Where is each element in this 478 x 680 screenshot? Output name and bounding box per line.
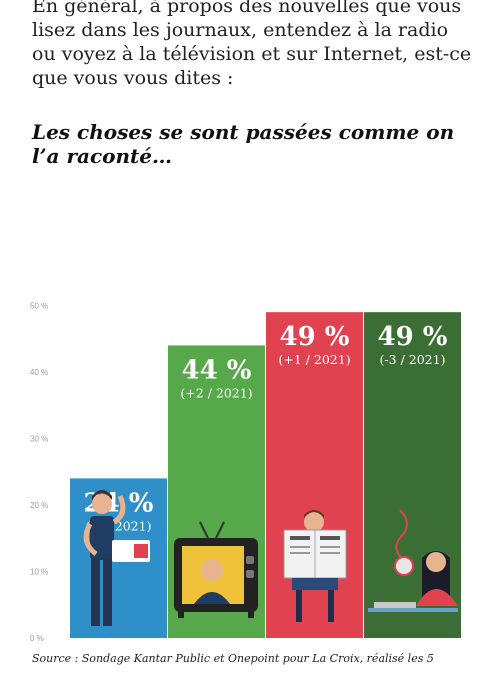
person-phone-icon xyxy=(83,490,150,626)
value-label: 44 % xyxy=(182,355,252,385)
change-label: (+2 / 2021) xyxy=(180,385,252,400)
change-label: (-3 / 2021) xyxy=(380,352,446,367)
woman-laptop-icon xyxy=(368,509,458,612)
tv-presenter-icon xyxy=(174,521,258,618)
source-note: Source : Sondage Kantar Public et Onepoi… xyxy=(32,652,434,665)
change-label: (+1 / 2021) xyxy=(278,352,350,367)
y-tick-label: 50 % xyxy=(30,302,48,311)
y-tick-label: 10 % xyxy=(30,568,48,577)
y-tick-label: 20 % xyxy=(30,501,48,510)
value-label: 49 % xyxy=(378,322,448,352)
y-tick-label: 30 % xyxy=(30,435,48,444)
y-tick-label: 0 % xyxy=(30,634,44,643)
y-tick-label: 40 % xyxy=(30,368,48,377)
value-label: 49 % xyxy=(280,322,350,352)
newspaper-reader-icon xyxy=(283,510,347,622)
bar-group-radio: 24 %(-4 / 2021) xyxy=(70,478,167,638)
question-text: En général, à propos des nouvelles que v… xyxy=(32,0,472,89)
chart-headline: Les choses se sont passées comme on l’a … xyxy=(32,120,455,168)
